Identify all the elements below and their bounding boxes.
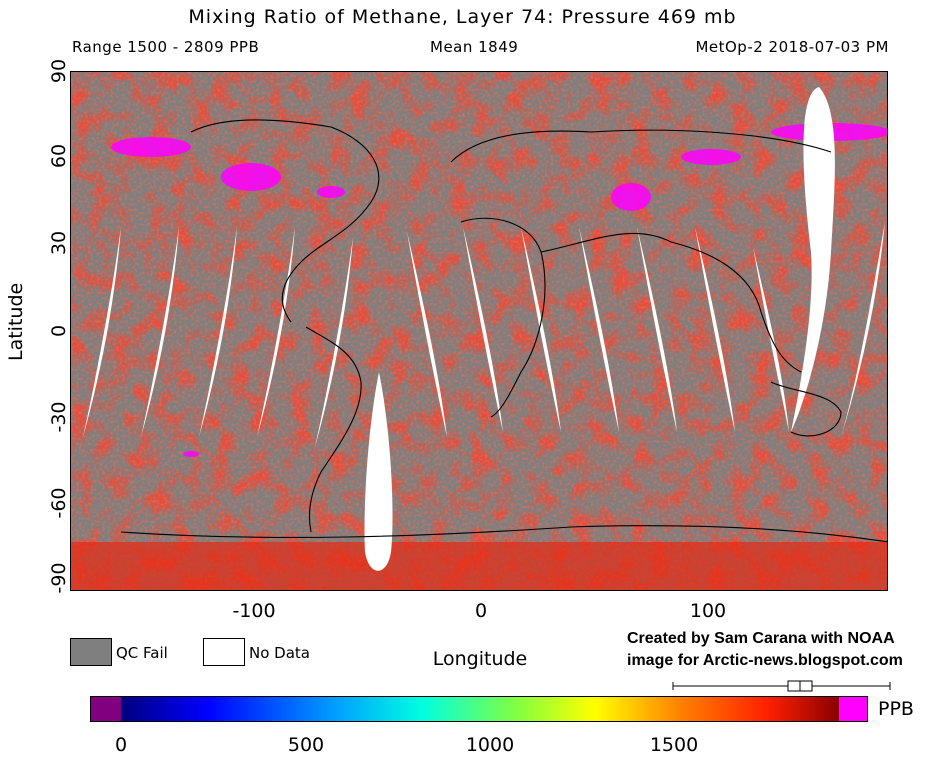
coastlines bbox=[120, 119, 887, 543]
colorbar-tick-1000: 1000 bbox=[465, 734, 515, 756]
range-label: Range 1500 - 2809 PPB bbox=[72, 38, 260, 56]
mean-label: Mean 1849 bbox=[430, 38, 519, 56]
methane-map bbox=[70, 71, 888, 591]
y-tick-m30: -30 bbox=[48, 401, 70, 433]
range-boxplot bbox=[672, 680, 891, 692]
colorbar-tick-0: 0 bbox=[114, 734, 128, 756]
polar-band-south bbox=[71, 542, 887, 590]
y-tick-m60: -60 bbox=[48, 487, 70, 519]
qc-fail-swatch bbox=[70, 638, 112, 666]
no-data-label: No Data bbox=[249, 644, 310, 662]
x-tick-m100: -100 bbox=[232, 600, 276, 622]
credit-line-1: Created by Sam Carana with NOAA bbox=[627, 630, 895, 647]
y-axis-title: Latitude bbox=[5, 282, 27, 361]
y-tick-90: 90 bbox=[48, 58, 70, 84]
qc-fail-label: QC Fail bbox=[116, 644, 168, 662]
methane-field-speckle bbox=[71, 72, 887, 590]
colorbar bbox=[90, 696, 868, 722]
x-tick-100: 100 bbox=[689, 600, 727, 622]
page-title: Mixing Ratio of Methane, Layer 74: Press… bbox=[188, 6, 737, 28]
colorbar-tick-1500: 1500 bbox=[649, 734, 699, 756]
y-tick-m90: -90 bbox=[48, 562, 70, 594]
x-tick-0: 0 bbox=[474, 600, 488, 622]
no-data-swatch bbox=[203, 638, 245, 666]
colorbar-scale bbox=[121, 697, 839, 721]
source-date-label: MetOp-2 2018-07-03 PM bbox=[695, 38, 889, 56]
credit-line-2: image for Arctic-news.blogspot.com bbox=[627, 652, 903, 669]
colorbar-low-cap bbox=[91, 697, 121, 721]
y-tick-60: 60 bbox=[48, 143, 70, 169]
colorbar-tick-500: 500 bbox=[287, 734, 325, 756]
high-value-patches bbox=[111, 123, 887, 457]
colorbar-high-cap bbox=[839, 697, 867, 721]
map-canvas bbox=[71, 72, 887, 590]
y-tick-30: 30 bbox=[48, 230, 70, 256]
colorbar-gradient bbox=[91, 697, 867, 721]
colorbar-unit: PPB bbox=[878, 698, 914, 720]
y-tick-0: 0 bbox=[48, 324, 70, 338]
x-axis-title: Longitude bbox=[432, 648, 528, 670]
